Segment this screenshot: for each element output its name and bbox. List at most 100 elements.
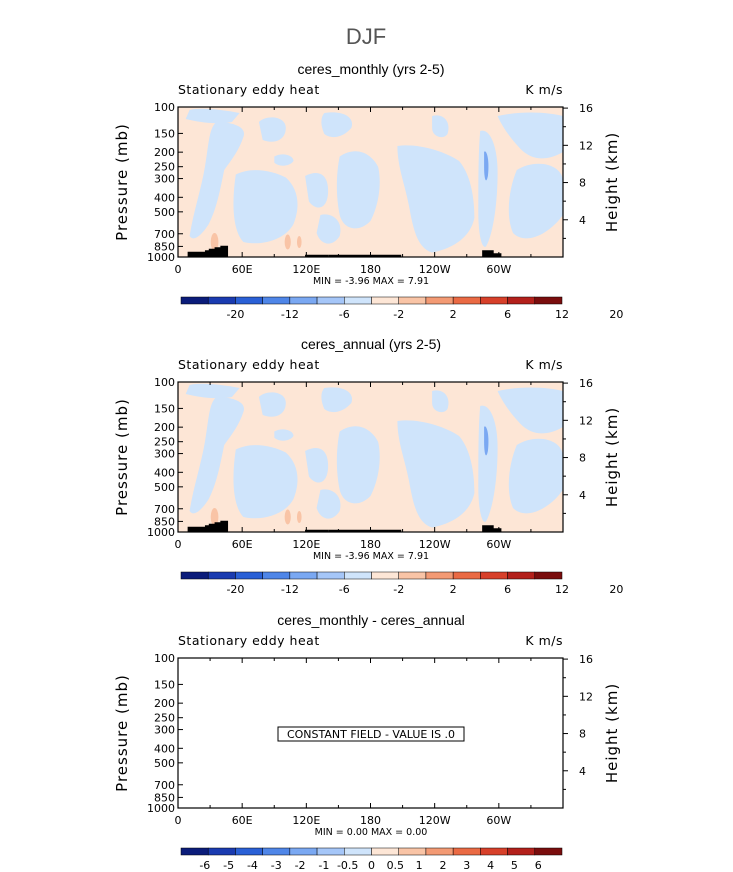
min-max-stats: MIN = -3.96 MAX = 7.91: [313, 276, 429, 287]
negative-region: [321, 387, 353, 413]
negative-region: [316, 489, 341, 519]
negative-region: [432, 115, 449, 138]
colorbar-label: 20: [609, 308, 623, 321]
y-tick-label: 700: [154, 503, 175, 516]
left-string: Stationary eddy heat: [178, 82, 320, 97]
colorbar-label: -6: [339, 308, 350, 321]
negative-core: [484, 426, 489, 456]
right-axis-label: Height (km): [603, 407, 621, 507]
colorbar-label: 12: [555, 308, 569, 321]
y-tick-label: 850: [154, 515, 175, 528]
x-tick-label: 60W: [486, 538, 511, 551]
terrain-mask: [486, 253, 502, 257]
colorbar-box: [452, 571, 481, 580]
colorbar-label: -2: [393, 308, 404, 321]
x-tick-label: 0: [175, 538, 182, 551]
colorbar-label: -6: [339, 583, 350, 596]
x-tick-label: 60E: [232, 814, 253, 827]
min-max-stats: MIN = -3.96 MAX = 7.91: [313, 551, 429, 562]
negative-region: [274, 429, 294, 441]
height-tick-label: 8: [579, 177, 586, 190]
colorbar-label: 0.5: [387, 859, 405, 872]
chart-panel-2: ceres_annual (yrs 2-5) Stationary eddy he…: [113, 336, 623, 596]
x-tick-label: 120W: [419, 263, 451, 276]
colorbar-box: [235, 847, 263, 856]
terrain-mask: [328, 254, 402, 257]
negative-region: [233, 445, 298, 519]
positive-core: [284, 234, 291, 250]
colorbar-box: [180, 847, 209, 856]
colorbar-label: 2: [450, 583, 457, 596]
negative-region: [258, 392, 286, 417]
y-axis-label: Pressure (mb): [113, 123, 131, 241]
colorbar-label: -3: [271, 859, 282, 872]
y-tick-label: 1000: [147, 251, 175, 264]
panel-title: ceres_annual (yrs 2-5): [301, 336, 441, 352]
colorbar-label: 6: [535, 859, 542, 872]
y-tick-label: 400: [154, 742, 175, 755]
colorbar-box: [180, 571, 209, 580]
colorbar-box: [235, 296, 263, 305]
colorbar-label: 4: [487, 859, 494, 872]
colorbar-box: [289, 847, 318, 856]
x-tick-label: 60W: [486, 814, 511, 827]
negative-region: [497, 112, 563, 159]
y-tick-label: 400: [154, 191, 175, 204]
colorbar-label: -20: [226, 583, 244, 596]
terrain-mask: [328, 529, 402, 532]
colorbar-label: 3: [463, 859, 470, 872]
colorbar-box: [480, 296, 508, 305]
colorbar-box: [480, 571, 508, 580]
left-string: Stationary eddy heat: [178, 633, 320, 648]
x-tick-label: 120W: [419, 538, 451, 551]
x-tick-label: 180: [360, 814, 381, 827]
colorbar-box: [289, 571, 318, 580]
height-tick-label: 4: [579, 765, 586, 778]
x-tick-label: 120E: [292, 814, 320, 827]
x-tick-label: 0: [175, 814, 182, 827]
negative-region: [305, 448, 329, 483]
negative-region: [336, 151, 380, 229]
x-tick-label: 120E: [292, 538, 320, 551]
negative-region: [305, 173, 329, 208]
y-tick-label: 150: [154, 402, 175, 415]
terrain-mask: [486, 528, 502, 532]
negative-region: [321, 112, 353, 138]
colorbar-box: [398, 296, 427, 305]
units-string: K m/s: [525, 633, 563, 648]
positive-core: [210, 508, 219, 526]
height-tick-label: 4: [579, 489, 586, 502]
y-tick-label: 200: [154, 421, 175, 434]
colorbar-box: [262, 847, 291, 856]
colorbar-box: [534, 571, 563, 580]
y-tick-label: 500: [154, 481, 175, 494]
colorbar-box: [371, 571, 399, 580]
negative-region: [189, 122, 245, 239]
y-tick-label: 200: [154, 697, 175, 710]
y-tick-label: 300: [154, 724, 175, 737]
colorbar-box: [425, 571, 454, 580]
colorbar-label: 12: [555, 583, 569, 596]
colorbar-box: [316, 571, 345, 580]
units-string: K m/s: [525, 82, 563, 97]
terrain-mask: [305, 529, 329, 532]
constant-field-box: [277, 726, 465, 742]
height-tick-label: 4: [579, 214, 586, 227]
height-tick-label: 16: [579, 102, 593, 115]
positive-core: [284, 509, 291, 525]
y-tick-label: 850: [154, 791, 175, 804]
y-tick-label: 700: [154, 228, 175, 241]
x-tick-label: 180: [360, 538, 381, 551]
negative-region: [185, 108, 240, 124]
colorbar-label: -0.5: [337, 859, 358, 872]
colorbar-label: -4: [247, 859, 258, 872]
y-tick-label: 300: [154, 448, 175, 461]
colorbar-label: -20: [226, 308, 244, 321]
colorbar-box: [507, 571, 536, 580]
colorbar-box: [344, 296, 372, 305]
colorbar-label: 2: [439, 859, 446, 872]
height-tick-label: 12: [579, 414, 593, 427]
terrain-mask: [214, 522, 225, 532]
colorbar-box: [180, 296, 209, 305]
chart-panel-1: ceres_monthly (yrs 2-5) Stationary eddy h…: [113, 61, 623, 321]
